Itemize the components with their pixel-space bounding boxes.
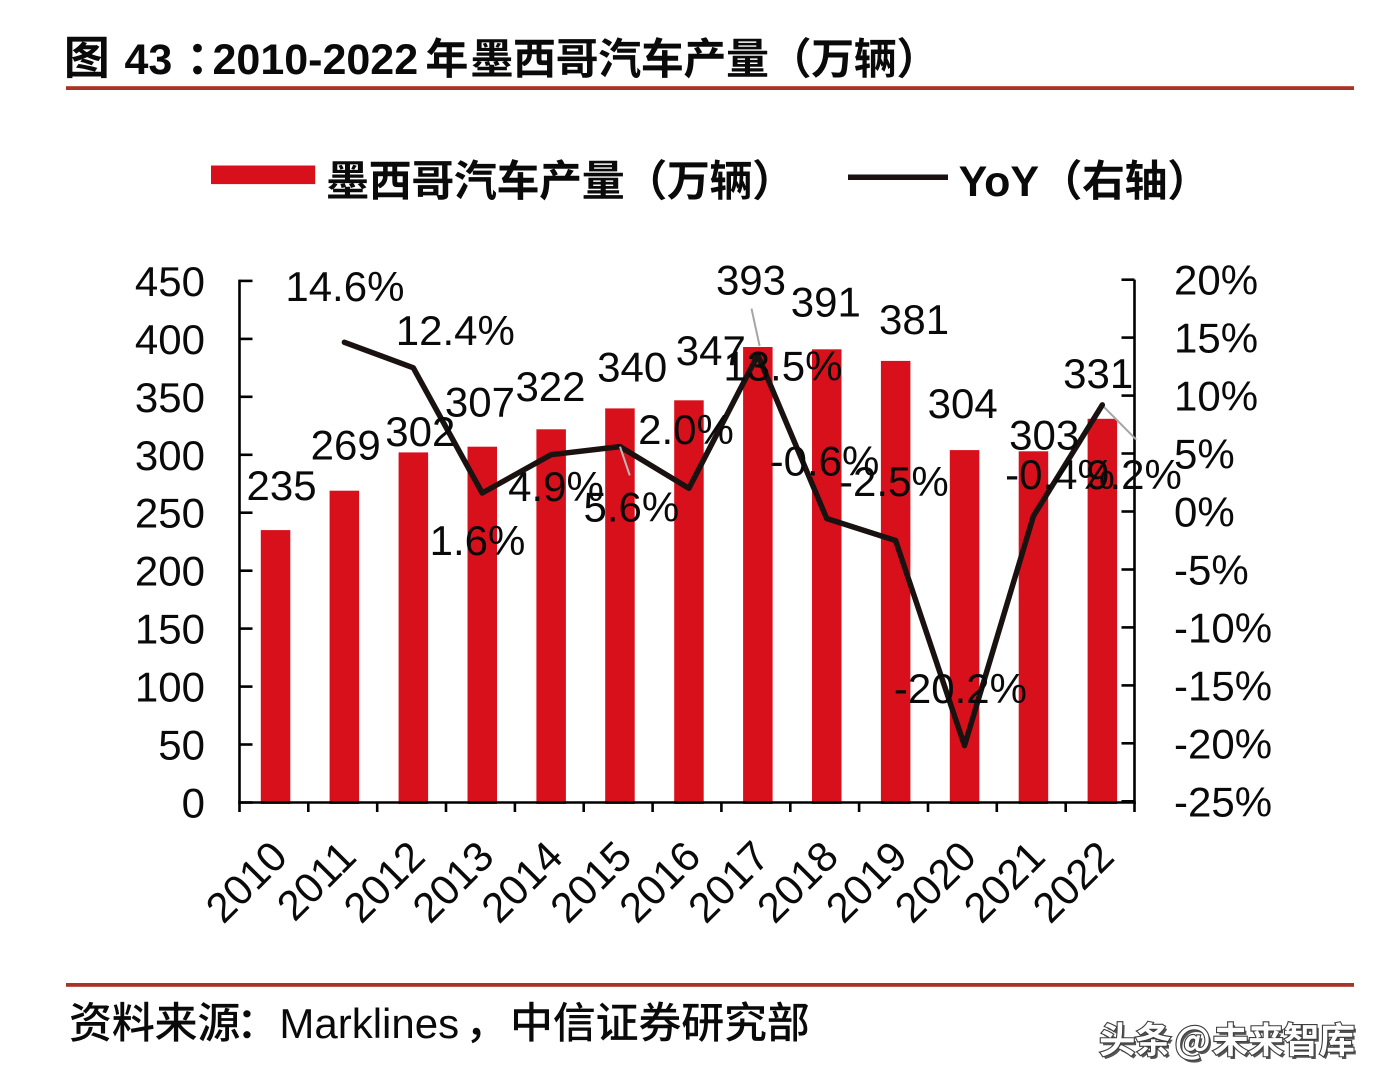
svg-text:5%: 5%	[1174, 431, 1235, 478]
svg-text:347: 347	[676, 327, 746, 374]
svg-text:-0.6%: -0.6%	[770, 438, 880, 485]
svg-text:391: 391	[791, 279, 861, 326]
svg-text:300: 300	[135, 432, 205, 479]
svg-text:235: 235	[247, 462, 317, 509]
svg-text:269: 269	[311, 422, 381, 469]
svg-text:393: 393	[716, 256, 786, 303]
svg-text:43: 43	[125, 36, 173, 84]
svg-text:13.5%: 13.5%	[723, 343, 842, 390]
svg-text:322: 322	[515, 363, 585, 410]
svg-text:12.4%: 12.4%	[396, 307, 515, 354]
svg-text:381: 381	[879, 296, 949, 343]
svg-text:20%: 20%	[1174, 257, 1258, 304]
svg-text:331: 331	[1063, 350, 1133, 397]
svg-text:350: 350	[135, 374, 205, 421]
svg-text:4.9%: 4.9%	[508, 463, 604, 510]
svg-text:-20%: -20%	[1174, 720, 1272, 767]
svg-text:50: 50	[158, 722, 205, 769]
svg-text:-2.5%: -2.5%	[839, 458, 949, 505]
svg-text:100: 100	[135, 664, 205, 711]
svg-text:10%: 10%	[1174, 373, 1258, 420]
svg-text:-0.4%: -0.4%	[1005, 451, 1115, 498]
svg-text:400: 400	[135, 316, 205, 363]
svg-text:0: 0	[182, 780, 205, 827]
svg-text:302: 302	[385, 408, 455, 455]
svg-text:-20.2%: -20.2%	[894, 665, 1027, 712]
svg-text:-25%: -25%	[1174, 778, 1272, 825]
svg-text:2010-2022: 2010-2022	[213, 36, 419, 84]
svg-text:15%: 15%	[1174, 315, 1258, 362]
svg-text:2.0%: 2.0%	[638, 406, 734, 453]
svg-text:5.6%: 5.6%	[584, 483, 680, 530]
svg-text:1.6%: 1.6%	[430, 517, 526, 564]
svg-text:304: 304	[928, 380, 998, 427]
svg-text:307: 307	[445, 379, 515, 426]
svg-text:Marklines: Marklines	[279, 1000, 459, 1047]
svg-text:150: 150	[135, 606, 205, 653]
svg-text:250: 250	[135, 490, 205, 537]
svg-text:450: 450	[135, 258, 205, 305]
svg-text:303: 303	[1009, 412, 1079, 459]
svg-text:YoY: YoY	[959, 158, 1039, 206]
svg-text:340: 340	[597, 344, 667, 391]
svg-text:-10%: -10%	[1174, 604, 1272, 651]
svg-text:0%: 0%	[1174, 489, 1235, 536]
svg-text:14.6%: 14.6%	[285, 263, 404, 310]
svg-text:200: 200	[135, 548, 205, 595]
svg-text:9.2%: 9.2%	[1086, 451, 1182, 498]
svg-text:-5%: -5%	[1174, 547, 1249, 594]
svg-text:-15%: -15%	[1174, 662, 1272, 709]
